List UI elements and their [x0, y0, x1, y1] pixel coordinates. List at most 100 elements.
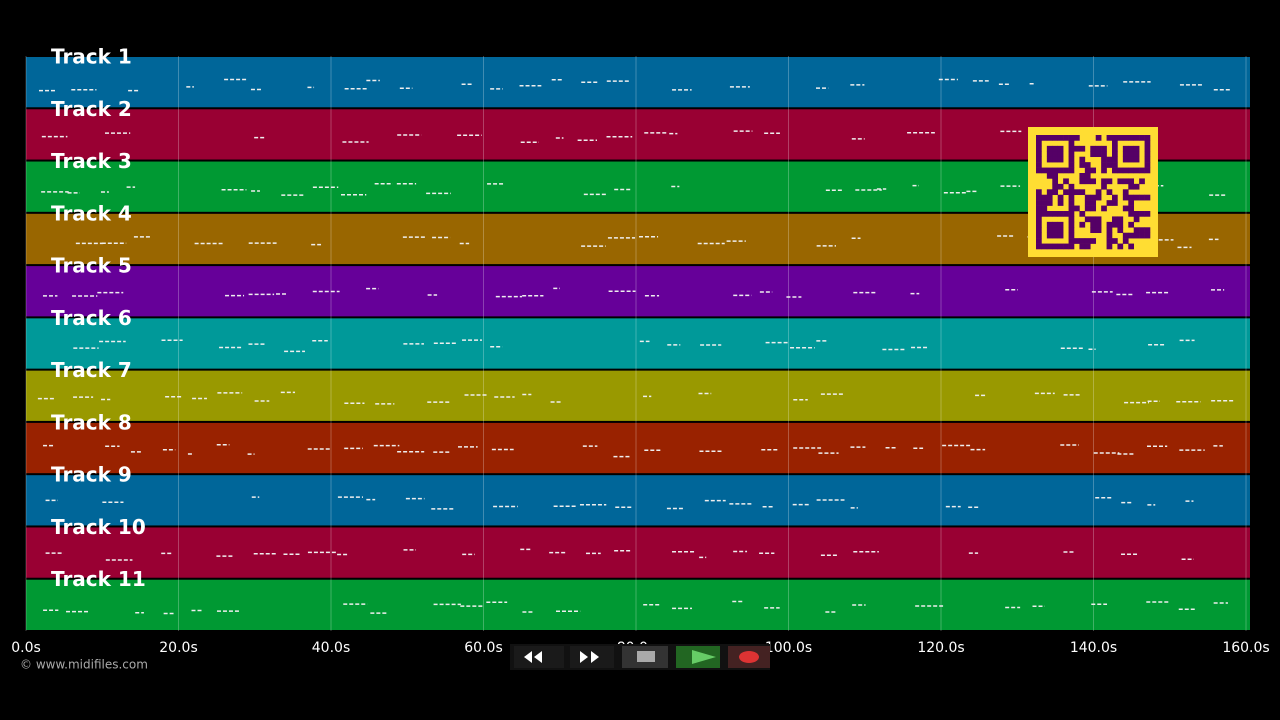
qr-cell [1041, 243, 1048, 250]
time-tick-label: 120.0s [917, 640, 964, 656]
qr-cell [1133, 167, 1140, 174]
qr-cell [1128, 232, 1135, 239]
fast-forward-button[interactable] [570, 646, 614, 668]
qr-cell [1074, 145, 1080, 152]
track-row [26, 57, 1250, 108]
qr-cell [1122, 189, 1129, 196]
qr-cell [1068, 183, 1075, 190]
qr-cell [1090, 216, 1097, 223]
qr-cell [1144, 156, 1151, 163]
qr-cell [1057, 227, 1064, 234]
qr-cell [1133, 145, 1140, 152]
qr-cell [1036, 140, 1042, 147]
qr-cell [1057, 194, 1064, 201]
qr-cell [1106, 227, 1113, 234]
qr-cell [1074, 238, 1080, 244]
qr-cell [1112, 167, 1118, 174]
track-row [26, 370, 1250, 421]
qr-cell [1122, 145, 1129, 152]
time-tick-label: 0.0s [11, 640, 41, 656]
qr-cell [1106, 243, 1113, 250]
qr-cell [1036, 238, 1042, 244]
qr-cell [1095, 135, 1102, 141]
qr-cell [1128, 194, 1135, 201]
qr-cell [1128, 211, 1135, 217]
qr-cell [1084, 200, 1091, 206]
rewind-button[interactable] [514, 646, 564, 668]
qr-cell [1106, 200, 1113, 206]
qr-cell [1063, 178, 1069, 185]
qr-cell [1117, 135, 1124, 141]
track-row [26, 475, 1250, 526]
track-name: Track 10 [51, 515, 146, 539]
qr-cell [1112, 162, 1118, 168]
qr-cell [1106, 189, 1113, 196]
qr-cell [1117, 243, 1124, 250]
qr-cell [1052, 151, 1059, 158]
track-row [26, 422, 1250, 474]
qr-cell [1041, 194, 1048, 201]
qr-cell [1068, 194, 1075, 201]
qr-cell [1122, 135, 1129, 141]
time-axis: 0.0s20.0s40.0s60.0s80.0s100.0s120.0s140.… [11, 640, 1269, 656]
qr-cell [1090, 200, 1097, 206]
qr-cell [1139, 194, 1145, 201]
qr-cell [1112, 238, 1118, 244]
qr-cell [1101, 145, 1107, 152]
qr-cell [1079, 189, 1086, 196]
copyright: © www.midifiles.com [20, 658, 148, 672]
qr-cell [1122, 232, 1129, 239]
notes [37, 78, 1234, 615]
record-button[interactable] [728, 646, 770, 668]
qr-cell [1128, 145, 1135, 152]
qr-cell [1128, 183, 1135, 190]
qr-cell [1046, 156, 1053, 163]
qr-cell [1084, 216, 1091, 223]
qr-cell [1084, 167, 1091, 174]
qr-cell [1041, 167, 1048, 174]
qr-cell [1122, 238, 1129, 244]
qr-cell [1084, 178, 1091, 185]
qr-cell [1090, 238, 1097, 244]
qr-cell [1144, 232, 1151, 239]
qr-cell [1068, 205, 1075, 212]
qr-cell [1090, 227, 1097, 234]
qr-cell [1036, 200, 1042, 206]
qr-cell [1057, 221, 1064, 228]
play-button[interactable] [676, 646, 720, 668]
qr-cell [1144, 151, 1151, 158]
qr-cell [1128, 151, 1135, 158]
qr-cell [1046, 232, 1053, 239]
qr-cell [1063, 135, 1069, 141]
track-name: Track 5 [51, 254, 132, 278]
qr-cell [1090, 167, 1097, 174]
qr-cell [1139, 167, 1145, 174]
qr-cell [1128, 167, 1135, 174]
qr-cell [1133, 227, 1140, 234]
qr-cell [1106, 238, 1113, 244]
qr-cell [1046, 151, 1053, 158]
qr-cell [1122, 205, 1129, 212]
qr-cell [1068, 156, 1075, 163]
qr-cell [1046, 145, 1053, 152]
qr-cell [1095, 194, 1102, 201]
qr-cell [1052, 211, 1059, 217]
qr-cell [1046, 189, 1053, 196]
track-name: Track 9 [51, 463, 132, 487]
qr-cell [1068, 162, 1075, 168]
track-name: Track 11 [51, 567, 146, 591]
qr-cell [1068, 200, 1075, 206]
qr-cell [1079, 178, 1086, 185]
qr-cell [1122, 156, 1129, 163]
qr-cell [1139, 178, 1145, 185]
qr-cell [1144, 211, 1151, 217]
qr-cell [1106, 178, 1113, 185]
qr-cell [1068, 221, 1075, 228]
stop-button[interactable] [622, 646, 668, 668]
qr-cell [1057, 151, 1064, 158]
qr-cell [1036, 216, 1042, 223]
qr-cell [1122, 178, 1129, 185]
qr-cell [1133, 183, 1140, 190]
qr-cell [1068, 135, 1075, 141]
qr-cell [1057, 183, 1064, 190]
